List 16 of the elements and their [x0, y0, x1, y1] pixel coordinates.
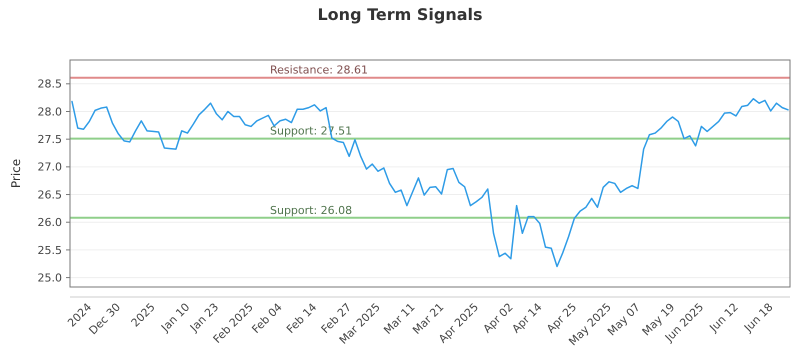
y-tick-label: 27.0 — [38, 160, 62, 174]
ref-line-label: Resistance: 28.61 — [270, 64, 368, 77]
y-tick-label: 27.5 — [38, 133, 62, 146]
x-tick-label: Jun 18 — [741, 300, 776, 336]
y-tick-label: 28.5 — [38, 78, 62, 91]
line-series — [71, 98, 789, 268]
x-tick-label: Feb 14 — [284, 300, 320, 336]
chart-title: Long Term Signals — [317, 5, 483, 24]
y-tick-label: 26.0 — [38, 216, 62, 230]
y-tick-label: 28.0 — [38, 105, 62, 118]
y-tick-label: 25.5 — [38, 244, 62, 257]
x-tick-label: Jun 12 — [706, 300, 741, 336]
y-tick-label: 25.0 — [38, 271, 62, 284]
y-tick-label: 26.5 — [38, 188, 62, 202]
y-axis-title: Price — [9, 158, 23, 188]
ref-line-label: Support: 26.08 — [270, 204, 352, 217]
